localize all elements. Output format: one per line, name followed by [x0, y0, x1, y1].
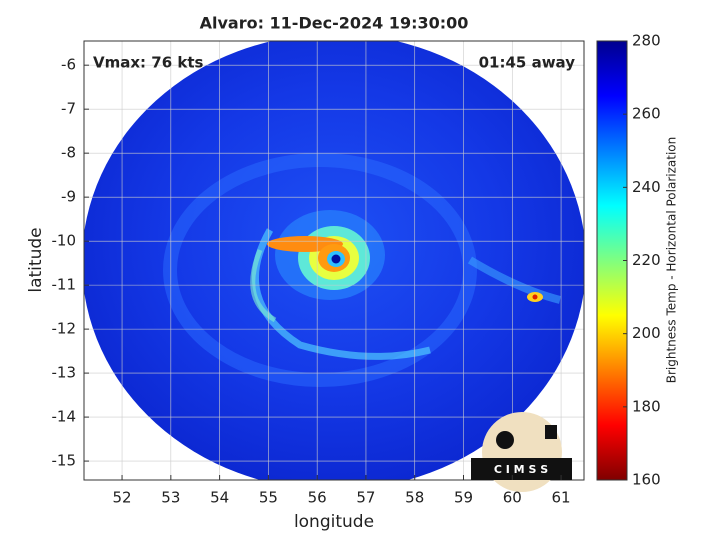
- annotation: 01:45 away: [479, 54, 576, 72]
- swath-image: [84, 41, 584, 480]
- y-tick-label: -8: [61, 144, 76, 162]
- x-axis-label: longitude: [294, 512, 374, 532]
- colorbar: [596, 40, 628, 481]
- colorbar-tick-label: 200: [632, 324, 661, 342]
- x-tick-label: 54: [210, 489, 229, 507]
- colorbar-tick-label: 240: [632, 178, 661, 196]
- x-tick-label: 53: [161, 489, 180, 507]
- x-tick-label: 57: [356, 489, 375, 507]
- y-tick-label: -13: [52, 364, 77, 382]
- colorbar-tick-label: 260: [632, 105, 661, 123]
- x-tick-label: 61: [552, 489, 571, 507]
- x-tick-label: 59: [454, 489, 473, 507]
- x-tick-label: 56: [308, 489, 327, 507]
- y-tick-label: -7: [61, 100, 76, 118]
- y-tick-label: -11: [52, 276, 77, 294]
- colorbar-tick-label: 280: [632, 32, 661, 50]
- x-tick-label: 58: [405, 489, 424, 507]
- chart-title: Alvaro: 11-Dec-2024 19:30:00: [200, 14, 469, 33]
- x-tick-label: 60: [503, 489, 522, 507]
- y-tick-label: -10: [52, 232, 77, 250]
- y-tick-label: -12: [52, 320, 77, 338]
- y-tick-label: -6: [61, 56, 76, 74]
- y-tick-label: -9: [61, 188, 76, 206]
- y-axis-label: latitude: [26, 227, 46, 292]
- x-tick-label: 55: [259, 489, 278, 507]
- logo: C I M S S: [471, 412, 572, 492]
- logo-text: C I M S S: [494, 463, 548, 476]
- annotation: Vmax: 76 kts: [93, 54, 203, 72]
- colorbar-label: Brightness Temp - Horizontal Polarizatio…: [665, 137, 679, 384]
- x-tick-label: 52: [113, 489, 132, 507]
- y-tick-label: -15: [52, 452, 77, 470]
- colorbar-tick-label: 160: [632, 471, 661, 489]
- colorbar-tick-label: 220: [632, 251, 661, 269]
- colorbar-tick-label: 180: [632, 397, 661, 415]
- y-tick-label: -14: [52, 408, 77, 426]
- axes-box: [83, 40, 585, 481]
